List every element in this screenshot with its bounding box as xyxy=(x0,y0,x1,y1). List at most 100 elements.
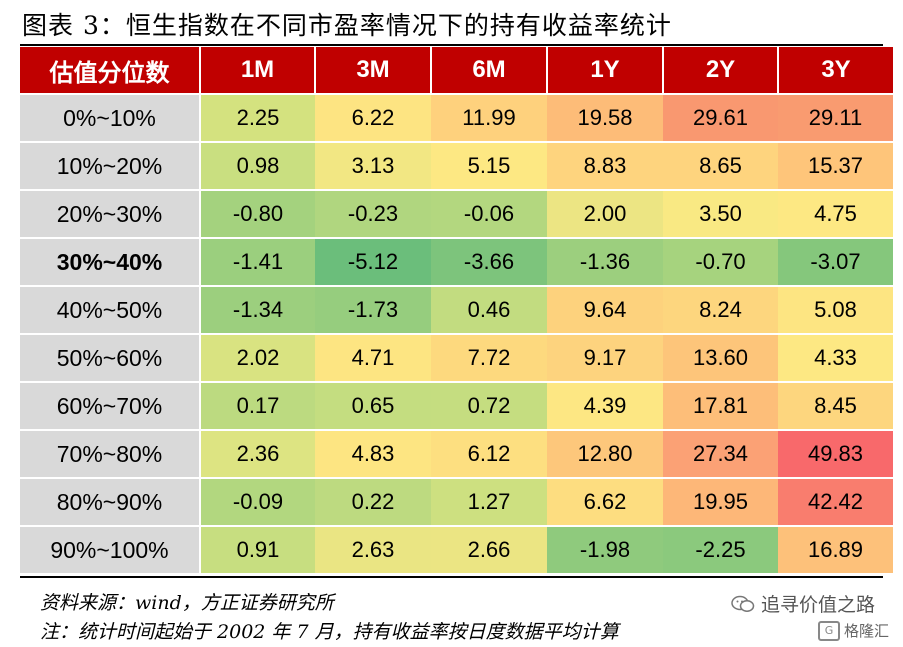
row-label: 90%~100% xyxy=(20,525,200,573)
table-row: 50%~60% 2.02 4.71 7.72 9.17 13.60 4.33 xyxy=(20,333,893,382)
value-cell: 2.63 xyxy=(315,525,431,573)
value-cell: 2.02 xyxy=(199,333,315,382)
value-cell: 3.50 xyxy=(663,189,778,238)
value-cell: 6.12 xyxy=(431,429,547,478)
returns-table: 估值分位数 1M 3M 6M 1Y 2Y 3Y 0%~10% 2.25 6.22 11… xyxy=(20,47,893,573)
header-cell-valuation-percentile: 估值分位数 xyxy=(20,47,201,94)
value-cell: 8.65 xyxy=(663,141,778,190)
table-row: 40%~50% -1.34 -1.73 0.46 9.64 8.24 5.08 xyxy=(20,285,893,334)
value-cell: 3.13 xyxy=(315,141,431,190)
value-cell: -0.09 xyxy=(199,477,315,526)
value-cell: 4.71 xyxy=(315,333,431,382)
table-row: 90%~100% 0.91 2.63 2.66 -1.98 -2.25 16.89 xyxy=(20,525,893,573)
row-label: 80%~90% xyxy=(20,477,200,526)
watermark-secondary-text: 格隆汇 xyxy=(843,622,889,640)
value-cell: 9.64 xyxy=(547,285,663,334)
value-cell: 9.17 xyxy=(547,333,663,382)
value-cell: 0.17 xyxy=(199,381,315,430)
table-row: 20%~30% -0.80 -0.23 -0.06 2.00 3.50 4.75 xyxy=(20,189,893,238)
value-cell: 2.25 xyxy=(199,93,315,142)
table-row: 10%~20% 0.98 3.13 5.15 8.83 8.65 15.37 xyxy=(20,141,893,190)
value-cell: 5.08 xyxy=(778,285,893,334)
header-cell-2y: 2Y xyxy=(663,47,779,94)
value-cell: 4.39 xyxy=(547,381,663,430)
value-cell: 27.34 xyxy=(663,429,778,478)
value-cell: 42.42 xyxy=(778,477,893,526)
value-cell: 29.61 xyxy=(663,93,778,142)
value-cell: -5.12 xyxy=(315,237,431,286)
value-cell: 0.91 xyxy=(199,525,315,573)
value-cell: -3.66 xyxy=(431,237,547,286)
watermark-primary-text: 追寻价值之路 xyxy=(760,594,875,616)
value-cell: -0.70 xyxy=(663,237,778,286)
row-label: 20%~30% xyxy=(20,189,200,238)
value-cell: 4.33 xyxy=(778,333,893,382)
table-row: 70%~80% 2.36 4.83 6.12 12.80 27.34 49.83 xyxy=(20,429,893,478)
value-cell: -2.25 xyxy=(663,525,778,573)
value-cell: 19.95 xyxy=(663,477,778,526)
bottom-rule xyxy=(20,576,883,578)
value-cell: 8.45 xyxy=(778,381,893,430)
value-cell: 2.66 xyxy=(431,525,547,573)
value-cell: 6.62 xyxy=(547,477,663,526)
gelonghui-logo-icon: G xyxy=(817,620,840,641)
value-cell: 5.15 xyxy=(431,141,547,190)
header-cell-1m: 1M xyxy=(200,47,316,94)
value-cell: -1.36 xyxy=(547,237,663,286)
value-cell: -0.23 xyxy=(315,189,431,238)
value-cell: 11.99 xyxy=(431,93,547,142)
table-row: 80%~90% -0.09 0.22 1.27 6.62 19.95 42.42 xyxy=(20,477,893,526)
value-cell: -1.98 xyxy=(547,525,663,573)
value-cell: -0.80 xyxy=(199,189,315,238)
value-cell: 15.37 xyxy=(778,141,893,190)
value-cell: -1.73 xyxy=(315,285,431,334)
row-label: 30%~40% xyxy=(20,237,200,286)
value-cell: 2.00 xyxy=(547,189,663,238)
value-cell: 0.22 xyxy=(315,477,431,526)
title-rule xyxy=(20,44,883,46)
table-row: 0%~10% 2.25 6.22 11.99 19.58 29.61 29.11 xyxy=(20,93,893,142)
value-cell: 19.58 xyxy=(547,93,663,142)
source-note: 资料来源：wind，方正证券研究所 xyxy=(40,592,334,614)
watermark-primary: 追寻价值之路 xyxy=(731,590,875,617)
header-row: 估值分位数 1M 3M 6M 1Y 2Y 3Y xyxy=(20,47,893,94)
value-cell: 49.83 xyxy=(778,429,893,478)
row-label: 60%~70% xyxy=(20,381,200,430)
value-cell: 0.46 xyxy=(431,285,547,334)
table-row: 60%~70% 0.17 0.65 0.72 4.39 17.81 8.45 xyxy=(20,381,893,430)
row-label: 0%~10% xyxy=(20,93,200,142)
row-label: 70%~80% xyxy=(20,429,200,478)
value-cell: -0.06 xyxy=(431,189,547,238)
header-cell-3m: 3M xyxy=(315,47,432,94)
value-cell: 13.60 xyxy=(663,333,778,382)
row-label: 40%~50% xyxy=(20,285,200,334)
header-cell-1y: 1Y xyxy=(547,47,664,94)
table-row: 30%~40% -1.41 -5.12 -3.66 -1.36 -0.70 -3.07 xyxy=(20,237,893,286)
header-cell-6m: 6M xyxy=(431,47,548,94)
value-cell: 16.89 xyxy=(778,525,893,573)
value-cell: 4.83 xyxy=(315,429,431,478)
footnote: 注：统计时间起始于 2002 年 7 月，持有收益率按日度数据平均计算 xyxy=(40,621,619,643)
value-cell: -1.34 xyxy=(199,285,315,334)
value-cell: 0.72 xyxy=(431,381,547,430)
value-cell: 7.72 xyxy=(431,333,547,382)
value-cell: 2.36 xyxy=(199,429,315,478)
value-cell: -1.41 xyxy=(199,237,315,286)
wechat-icon xyxy=(731,595,755,612)
row-label: 50%~60% xyxy=(20,333,200,382)
header-cell-3y: 3Y xyxy=(778,47,893,94)
value-cell: -3.07 xyxy=(778,237,893,286)
value-cell: 12.80 xyxy=(547,429,663,478)
value-cell: 29.11 xyxy=(778,93,893,142)
watermark-secondary: G 格隆汇 xyxy=(817,620,889,641)
page-title: 图表 3：恒生指数在不同市盈率情况下的持有收益率统计 xyxy=(22,11,672,40)
value-cell: 0.65 xyxy=(315,381,431,430)
value-cell: 8.24 xyxy=(663,285,778,334)
value-cell: 6.22 xyxy=(315,93,431,142)
value-cell: 4.75 xyxy=(778,189,893,238)
row-label: 10%~20% xyxy=(20,141,200,190)
value-cell: 0.98 xyxy=(199,141,315,190)
value-cell: 17.81 xyxy=(663,381,778,430)
value-cell: 1.27 xyxy=(431,477,547,526)
value-cell: 8.83 xyxy=(547,141,663,190)
